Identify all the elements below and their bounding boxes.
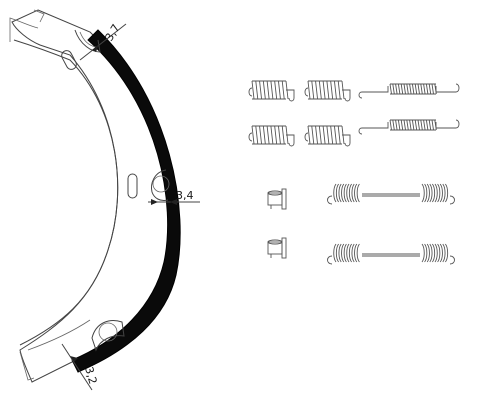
top-cutout-inner — [79, 31, 97, 48]
spring-coil-left — [333, 243, 360, 263]
shoe-inner-edge — [13, 39, 119, 346]
spring-coil-edge — [390, 83, 436, 95]
spring-hook-left — [327, 255, 333, 265]
spring-coil-right — [421, 183, 449, 203]
spring-arm-left — [358, 86, 389, 99]
center-coil-spring-1 — [358, 83, 460, 99]
spring-hook-right — [286, 89, 295, 102]
dim-line-bottom — [61, 343, 93, 391]
spring-coil-edge — [308, 80, 342, 100]
spring-coil — [389, 119, 437, 131]
spring-coil-edge — [308, 125, 342, 145]
middle-cutout-circle — [152, 175, 170, 193]
spring-coil-left — [333, 183, 360, 203]
spring-coil-right — [421, 243, 449, 263]
spring-hook-left — [304, 132, 309, 142]
dim-line-top — [79, 23, 127, 61]
dim-arrow-middle-left — [151, 199, 158, 205]
short-spring-3 — [248, 125, 295, 147]
short-spring-1 — [248, 80, 295, 102]
middle-cutout — [151, 169, 169, 201]
bottom-cutout — [91, 320, 125, 352]
pin-flange — [281, 237, 287, 259]
shoe-top-notch — [33, 9, 45, 23]
pin-1 — [267, 188, 287, 210]
slot-hole-middle — [127, 173, 138, 199]
spring-coil-edge — [252, 125, 286, 145]
spring-arm-right — [435, 119, 460, 129]
dimension-bottom: 3,2 — [61, 343, 99, 391]
spring-coil — [389, 83, 437, 95]
bottom-arc-detail — [27, 319, 91, 351]
center-coil-spring-2 — [358, 119, 460, 135]
spring-kit — [248, 80, 460, 265]
short-spring-2 — [304, 80, 351, 102]
spring-hook-right — [342, 89, 351, 102]
dimension-middle: 3,4 — [148, 189, 200, 205]
spring-arm-left — [358, 122, 389, 135]
shoe-top-end — [9, 17, 39, 42]
dim-text-middle: 3,4 — [176, 189, 194, 202]
long-tension-spring-2 — [327, 243, 455, 265]
spring-hook-left — [327, 195, 333, 205]
spring-hook-right — [286, 134, 295, 147]
spring-coil — [307, 125, 345, 145]
brake-lining — [71, 29, 181, 373]
slot-hole-top — [61, 50, 77, 70]
spring-wire — [362, 253, 420, 257]
spring-wire — [362, 193, 420, 197]
shoe-bottom-end — [19, 351, 35, 381]
dim-text-bottom: 3,2 — [82, 365, 99, 385]
pin-cap — [267, 239, 283, 245]
top-cutout — [74, 29, 101, 53]
spring-coil — [307, 80, 345, 100]
spring-hook-right — [449, 195, 455, 205]
short-spring-4 — [304, 125, 351, 147]
spring-hook-right — [449, 255, 455, 265]
spring-coil-edge — [252, 80, 286, 100]
dim-arrow-top — [92, 44, 99, 52]
pin-cap — [267, 190, 283, 196]
pin-flange — [281, 188, 287, 210]
bottom-cutout-circle — [98, 322, 118, 342]
spring-coil-edge — [390, 119, 436, 131]
spring-coil — [251, 80, 289, 100]
web-holes — [27, 29, 170, 352]
spring-coil — [251, 125, 289, 145]
spring-hook-right — [342, 134, 351, 147]
long-tension-spring-1 — [327, 183, 455, 205]
spring-hook-left — [248, 132, 253, 142]
pin-2 — [267, 237, 287, 259]
dim-arrow-bottom — [70, 356, 78, 362]
dim-arrow-middle-right — [170, 199, 177, 205]
brake-shoe — [9, 9, 181, 383]
spring-arm-right — [435, 83, 460, 93]
spring-hook-left — [304, 87, 309, 97]
spring-hook-left — [248, 87, 253, 97]
